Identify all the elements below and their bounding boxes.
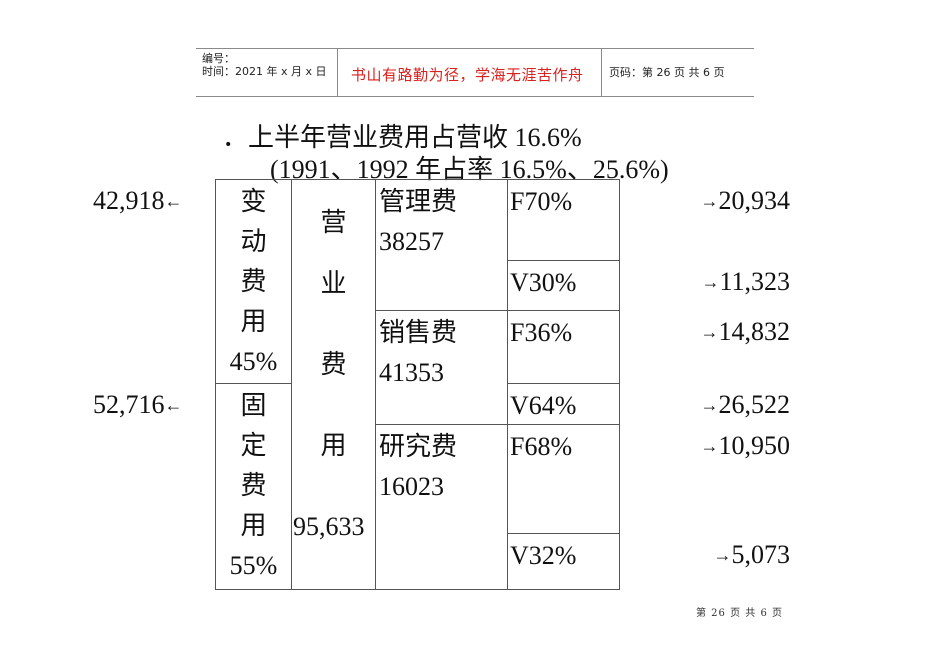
fixed-cost-total: 52,716← [93, 390, 183, 420]
table-col-divider-1 [291, 179, 292, 590]
research-variable-value-text: 5,073 [731, 540, 791, 569]
header-top-border [196, 48, 754, 49]
fixed-cost-char: 定 [240, 431, 267, 460]
research-expense-cell: 研究费 16023 [379, 427, 457, 507]
right-arrow-icon: → [713, 545, 732, 565]
operating-expense-total: 95,633 [293, 512, 365, 541]
fixed-cost-percent: 55% [229, 551, 278, 580]
row-divider-sales [375, 310, 620, 311]
research-expense-name: 研究费 [379, 432, 458, 461]
admin-variable-percent: V30% [510, 268, 577, 297]
research-variable-value: →5,073 [714, 540, 791, 570]
right-arrow-icon: → [700, 395, 719, 415]
left-arrow-icon: ← [164, 191, 183, 211]
variable-cost-cell: 变 动 费 用 45% [216, 182, 291, 382]
sales-variable-value-text: 26,522 [718, 390, 791, 419]
header-divider-2 [601, 48, 602, 96]
admin-fixed-percent: F70% [510, 187, 573, 216]
operating-expense-char: 费 [320, 350, 347, 379]
header-motto: 书山有路勤为径，学海无涯苦作舟 [351, 66, 584, 84]
admin-expense-cell: 管理费 38257 [379, 182, 457, 262]
admin-variable-value-text: 11,323 [719, 267, 790, 296]
variable-cost-percent: 45% [229, 347, 278, 376]
variable-cost-total: 42,918← [93, 186, 183, 216]
admin-expense-amount: 38257 [379, 227, 444, 256]
table-col-divider-2 [375, 179, 376, 590]
research-fixed-percent: F68% [510, 432, 573, 461]
fixed-cost-cell: 固 定 费 用 55% [216, 386, 291, 586]
sales-expense-amount: 41353 [379, 358, 444, 387]
footer-page-number: 第 26 页 共 6 页 [696, 608, 783, 619]
row-divider-research [375, 424, 620, 425]
table-top-border [215, 179, 620, 180]
sales-fixed-value: →14,832 [701, 317, 791, 347]
row-divider-v30 [507, 260, 620, 261]
fixed-cost-char: 固 [240, 391, 267, 420]
variable-cost-char: 费 [240, 267, 267, 296]
variable-cost-char: 动 [240, 227, 267, 256]
row-divider-v32 [507, 533, 620, 534]
admin-variable-value: →11,323 [701, 267, 790, 297]
research-fixed-value: →10,950 [701, 431, 791, 461]
admin-fixed-value: →20,934 [701, 186, 791, 216]
row-divider-fixed [215, 383, 292, 384]
operating-expense-char: 业 [320, 269, 347, 298]
page-subtitle: (1991、1992 年占率 16.5%、25.6%) [270, 155, 669, 184]
header-divider-1 [337, 48, 338, 96]
research-expense-amount: 16023 [379, 472, 444, 501]
table-left-border [215, 179, 216, 590]
header-serial-label: 编号： [202, 52, 235, 65]
right-arrow-icon: → [700, 436, 719, 456]
research-fixed-value-text: 10,950 [718, 431, 791, 460]
table-col-divider-3 [507, 179, 508, 590]
sales-expense-name: 销售费 [379, 318, 458, 347]
fixed-cost-total-value: 52,716 [93, 390, 165, 419]
sales-variable-percent: V64% [510, 391, 577, 420]
sales-expense-cell: 销售费 41353 [379, 313, 457, 393]
header-date-label: 时间：2021 年 x 月 x 日 [202, 65, 327, 78]
right-arrow-icon: → [700, 191, 719, 211]
variable-cost-char: 变 [240, 187, 267, 216]
sales-variable-value: →26,522 [701, 390, 791, 420]
page-title: ．上半年营业费用占营收 16.6% [222, 123, 582, 152]
header-bottom-border [196, 96, 754, 97]
variable-cost-total-value: 42,918 [93, 186, 165, 215]
fixed-cost-char: 费 [240, 471, 267, 500]
admin-expense-name: 管理费 [379, 187, 458, 216]
right-arrow-icon: → [701, 272, 720, 292]
operating-expense-char: 用 [320, 431, 347, 460]
fixed-cost-char: 用 [240, 511, 267, 540]
left-arrow-icon: ← [164, 395, 183, 415]
variable-cost-char: 用 [240, 307, 267, 336]
research-variable-percent: V32% [510, 541, 577, 570]
table-bottom-border [215, 589, 620, 590]
header-page-info: 页码：第 26 页 共 6 页 [609, 66, 725, 79]
row-divider-v64 [507, 383, 620, 384]
sales-fixed-value-text: 14,832 [718, 317, 791, 346]
sales-fixed-percent: F36% [510, 318, 573, 347]
table-right-border [619, 179, 620, 590]
right-arrow-icon: → [700, 322, 719, 342]
operating-expense-char: 营 [320, 208, 347, 237]
operating-expense-cell: 营 业 费 用 [292, 182, 375, 486]
admin-fixed-value-text: 20,934 [718, 186, 791, 215]
